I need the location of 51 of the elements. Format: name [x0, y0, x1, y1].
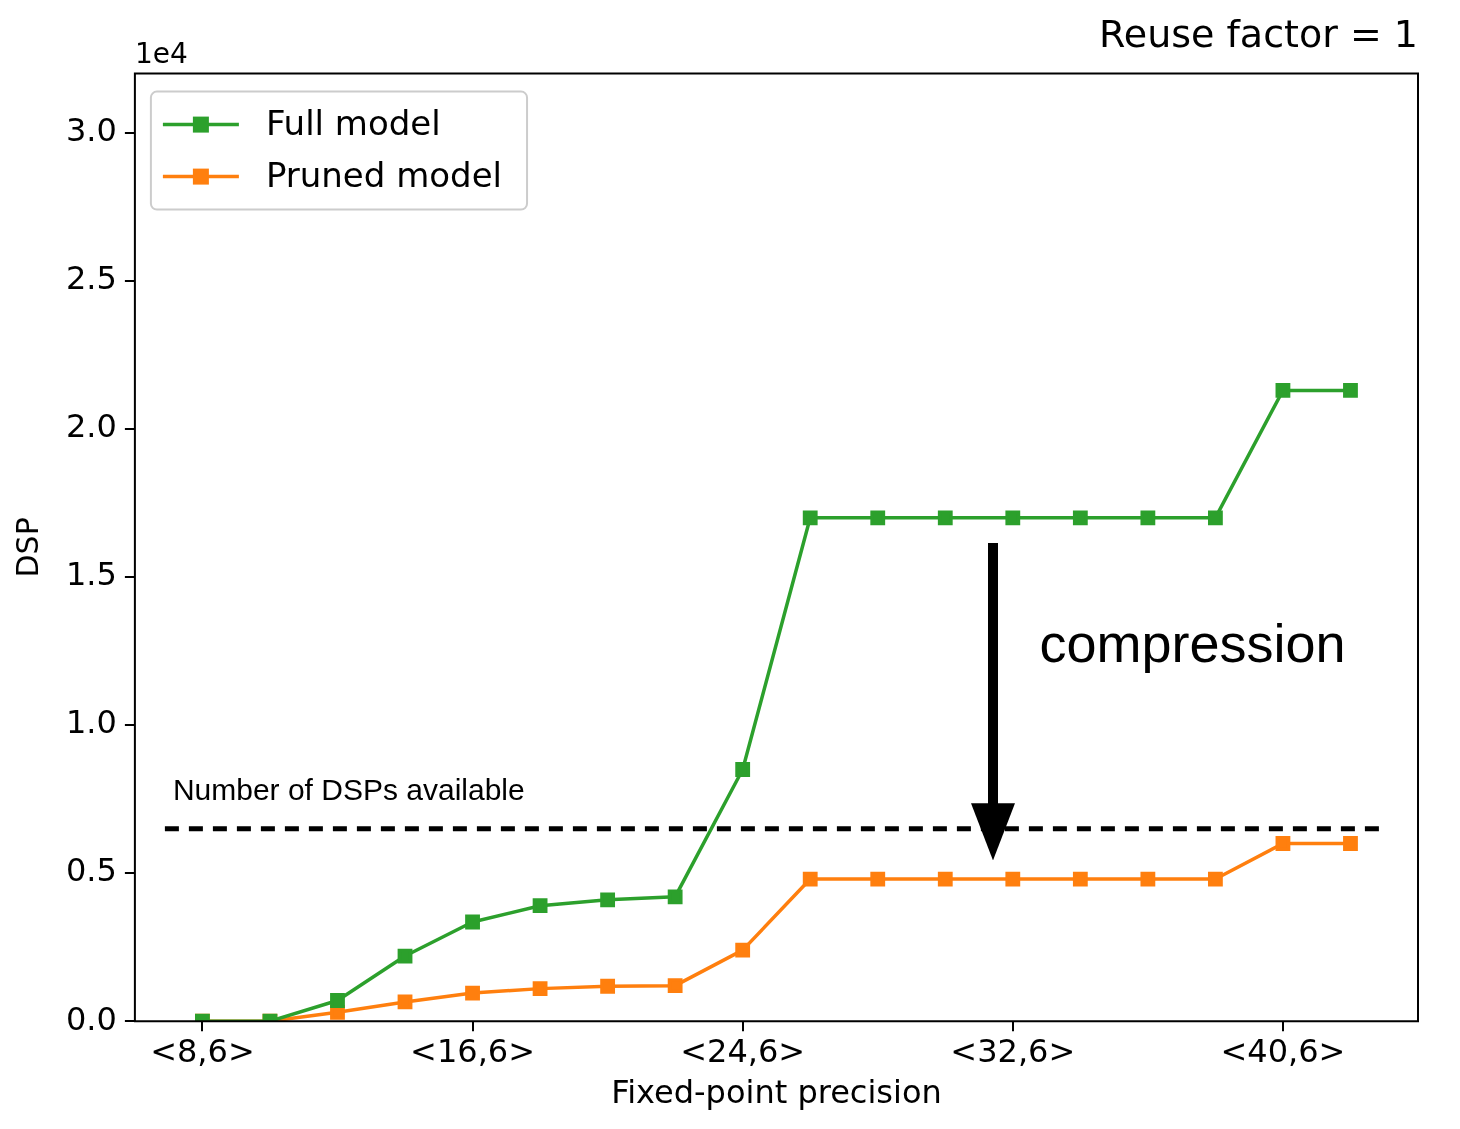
point: [1140, 510, 1156, 526]
point: [1072, 510, 1088, 526]
chart-title: Reuse factor = 1: [1099, 11, 1418, 56]
y-axis-title: DSP: [9, 517, 45, 578]
x-tick-label: <40,6>: [1220, 1031, 1346, 1070]
point: [600, 892, 616, 908]
point: [937, 871, 953, 887]
point: [1343, 836, 1358, 851]
y-tick-label: 1.5: [66, 555, 117, 594]
y-tick-label: 1.0: [66, 703, 117, 742]
x-axis-title: Fixed-point precision: [611, 1073, 942, 1112]
point: [937, 510, 953, 526]
point: [735, 942, 751, 958]
x-tick-label: <16,6>: [410, 1031, 535, 1070]
ref-line-label: Number of DSPs available: [172, 772, 525, 806]
point: [1140, 871, 1156, 887]
point: [1005, 871, 1021, 887]
point: [1208, 871, 1223, 887]
point: [397, 948, 413, 964]
point: [1072, 871, 1088, 887]
text: 1e4: [134, 36, 188, 70]
point: [532, 981, 548, 997]
x-tick-label: <32,6>: [950, 1031, 1076, 1070]
point: [667, 978, 683, 994]
annotation: compression: [1039, 612, 1346, 673]
legend-label: Full model: [265, 103, 441, 144]
legend-label: Pruned model: [265, 155, 503, 196]
point: [397, 994, 413, 1010]
point: [1343, 383, 1358, 398]
y-tick-label: 0.5: [66, 851, 117, 890]
y-tick-label: 2.5: [66, 259, 117, 298]
point: [465, 914, 480, 930]
point: [802, 871, 818, 887]
point: [600, 978, 616, 994]
x-tick-label: <8,6>: [150, 1031, 255, 1070]
y-tick-label: 3.0: [66, 111, 117, 150]
point: [735, 762, 751, 777]
point: [1005, 510, 1021, 526]
point: [1275, 836, 1291, 851]
point: [1275, 383, 1291, 398]
point: [465, 985, 480, 1001]
point: [870, 510, 886, 526]
point: [532, 898, 548, 914]
y-tick-label: 0.0: [66, 999, 117, 1038]
y-tick-label: 2.0: [66, 407, 117, 446]
point: [870, 871, 886, 887]
point: [802, 510, 818, 526]
point: [1208, 510, 1223, 526]
point: [667, 889, 683, 905]
x-tick-label: <24,6>: [680, 1031, 806, 1070]
point: [330, 993, 345, 1008]
